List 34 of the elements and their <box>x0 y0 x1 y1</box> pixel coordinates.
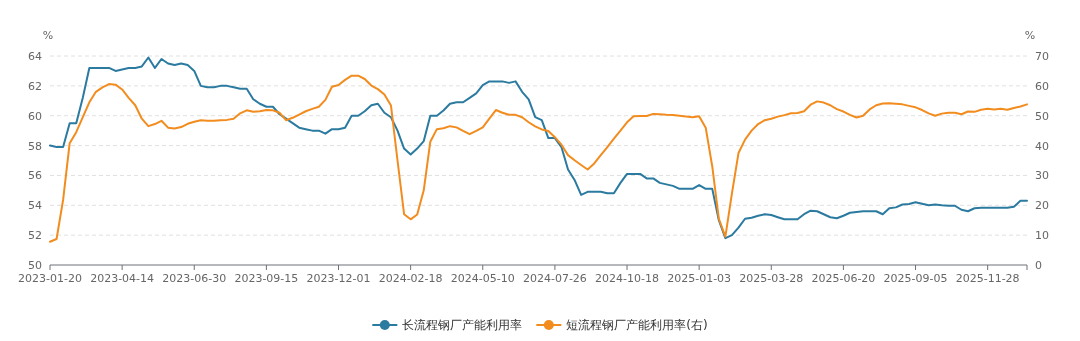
x-tick-label: 2024-05-10 <box>450 272 515 285</box>
y2-axis-title: % <box>1024 29 1036 42</box>
y2-tick-label: 50 <box>1035 109 1049 123</box>
y-tick-label: 54 <box>28 199 42 213</box>
x-tick-label: 2025-06-20 <box>811 272 876 285</box>
x-tick-label: 2023-01-20 <box>18 272 82 285</box>
x-tick-label: 2024-07-26 <box>522 272 587 285</box>
x-tick-label: 2024-10-18 <box>595 272 659 285</box>
y-tick-label: 50 <box>28 259 42 272</box>
y2-tick-label: 20 <box>1035 199 1049 213</box>
y-tick-label: 52 <box>28 229 42 243</box>
y2-tick-label: 30 <box>1035 169 1049 183</box>
y-tick-label: 62 <box>28 79 42 93</box>
x-tick-label: 2024-02-18 <box>378 272 443 285</box>
y-axis-title: % <box>42 29 54 42</box>
y-tick-label: 56 <box>28 169 42 183</box>
legend-label: 长流程钢厂产能利用率 <box>402 318 523 332</box>
y-tick-label: 64 <box>28 50 42 63</box>
y2-tick-label: 60 <box>1035 79 1049 93</box>
y2-tick-label: 70 <box>1035 50 1049 63</box>
x-tick-label: 2025-03-28 <box>739 272 804 285</box>
y2-tick-label: 10 <box>1035 229 1049 243</box>
x-tick-label: 2023-04-14 <box>90 272 155 285</box>
x-tick-label: 2025-11-28 <box>955 272 1020 285</box>
x-tick-label: 2023-06-30 <box>162 272 227 285</box>
x-tick-label: 2023-12-01 <box>306 272 371 285</box>
y-tick-label: 60 <box>28 109 42 123</box>
y2-tick-label: 40 <box>1035 139 1049 153</box>
x-tick-label: 2025-01-03 <box>667 272 732 285</box>
y2-tick-label: 0 <box>1035 259 1042 272</box>
x-tick-label: 2023-09-15 <box>234 272 299 285</box>
legend-label: 短流程钢厂产能利用率(右) <box>566 318 708 332</box>
y-tick-label: 58 <box>28 139 42 153</box>
x-tick-label: 2025-09-05 <box>883 272 948 285</box>
